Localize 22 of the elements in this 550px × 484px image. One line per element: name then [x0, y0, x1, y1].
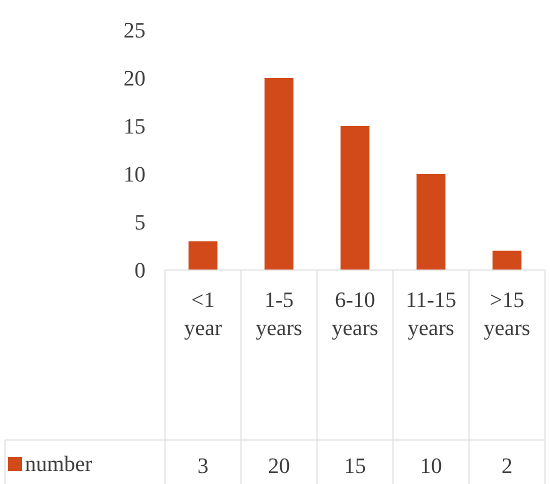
data-label: 10	[420, 453, 442, 478]
bar	[492, 250, 522, 270]
bar	[416, 174, 446, 270]
y-tick-label: 10	[124, 162, 146, 186]
bar	[188, 241, 218, 270]
y-tick-label: 0	[134, 258, 146, 282]
data-label: 20	[268, 453, 290, 478]
bar	[340, 126, 370, 270]
x-tick-label: 1-5 years	[256, 287, 302, 340]
legend-label: number	[25, 451, 93, 476]
x-tick-label: >15 years	[484, 287, 530, 340]
y-tick-label: 15	[124, 114, 146, 138]
y-tick-label: 20	[124, 66, 146, 90]
y-tick-label: 25	[124, 18, 146, 42]
x-tick-label: <1 year	[184, 287, 223, 340]
x-tick-label: 11-15 years	[406, 287, 456, 340]
data-label: 3	[198, 453, 208, 478]
bar	[264, 78, 294, 270]
y-tick-label: 5	[134, 210, 146, 234]
data-label: 2	[502, 453, 512, 478]
data-label: 15	[344, 453, 366, 478]
x-tick-label: 6-10 years	[332, 287, 378, 340]
